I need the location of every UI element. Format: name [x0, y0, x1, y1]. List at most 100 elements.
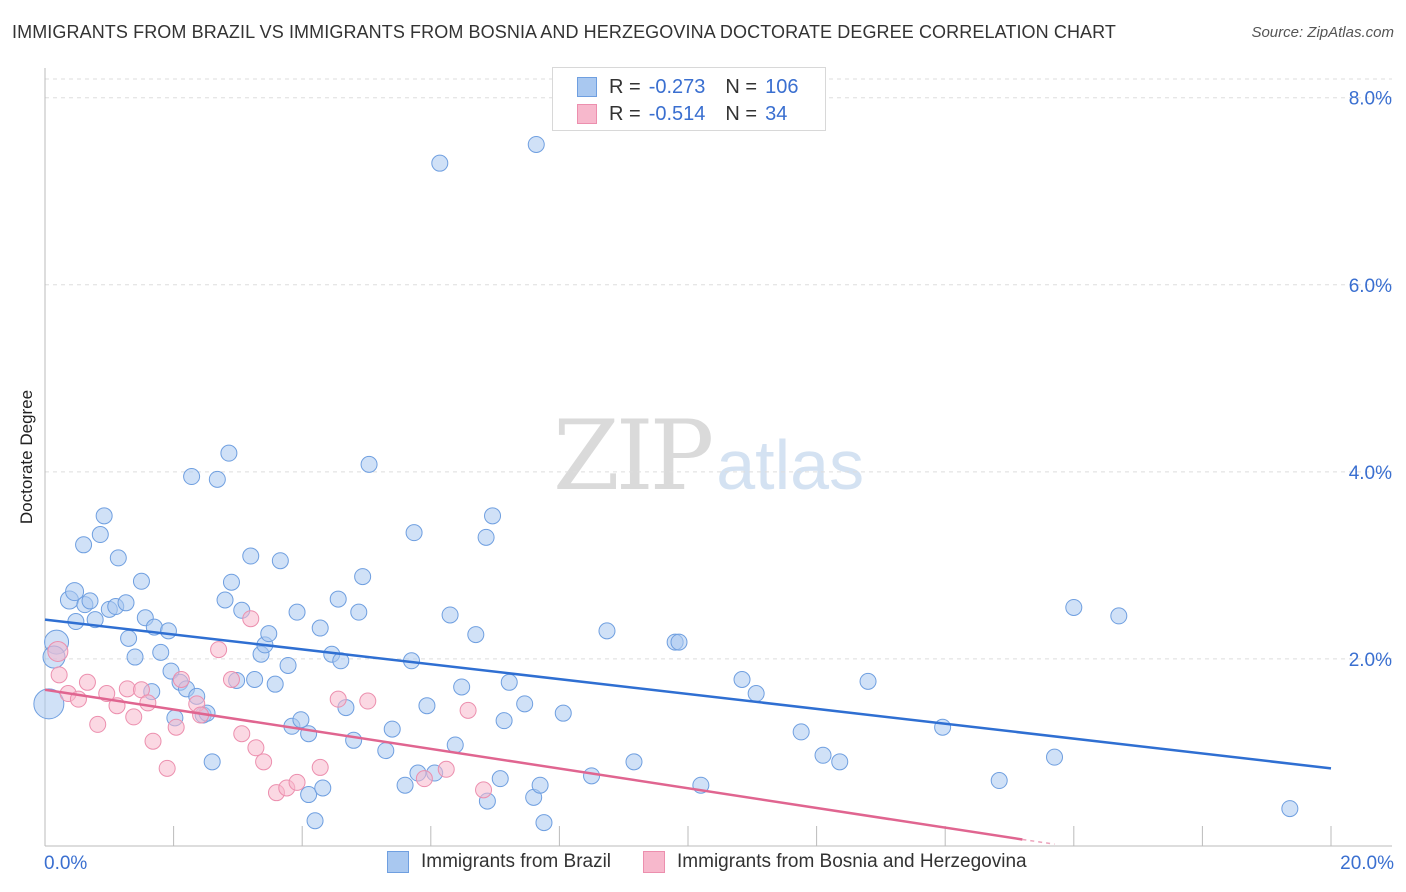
point-brazil — [183, 468, 201, 486]
point-bosnia — [247, 739, 265, 757]
point-brazil — [360, 455, 378, 473]
point-brazil — [531, 776, 549, 794]
trend-line-bosnia — [44, 688, 1023, 841]
point-brazil — [354, 568, 372, 586]
point-brazil — [288, 603, 306, 621]
n-value: 34 — [765, 102, 788, 125]
r-value: -0.273 — [648, 75, 706, 98]
point-bosnia — [288, 773, 306, 791]
point-brazil — [1110, 607, 1128, 625]
chart-title: IMMIGRANTS FROM BRAZIL VS IMMIGRANTS FRO… — [12, 22, 1117, 42]
point-brazil — [598, 622, 616, 640]
point-brazil — [126, 648, 144, 666]
legend-swatch-bosnia — [643, 851, 666, 873]
point-brazil — [314, 779, 332, 797]
point-brazil — [109, 549, 127, 567]
y-tick-label: 6.0% — [1349, 276, 1392, 297]
point-brazil — [220, 444, 238, 462]
point-brazil — [396, 776, 414, 794]
point-brazil — [377, 742, 395, 760]
point-brazil — [405, 524, 423, 542]
point-brazil — [431, 154, 449, 172]
point-brazil — [625, 753, 643, 771]
legend-label-brazil: Immigrants from Brazil — [421, 851, 612, 872]
point-brazil — [95, 507, 113, 525]
point-brazil — [859, 672, 877, 690]
point-bosnia — [222, 671, 240, 689]
point-brazil — [792, 723, 810, 741]
y-tick-label: 4.0% — [1349, 463, 1392, 484]
point-brazil — [242, 547, 260, 565]
point-brazil — [216, 591, 234, 609]
point-brazil — [831, 753, 849, 771]
point-brazil — [554, 704, 572, 722]
point-bosnia — [255, 753, 273, 771]
point-brazil — [477, 528, 495, 546]
point-bosnia — [437, 760, 455, 778]
point-bosnia — [359, 692, 377, 710]
point-brazil — [814, 746, 832, 764]
point-brazil — [670, 633, 688, 651]
x-tick-label: 20.0% — [1340, 853, 1394, 874]
point-brazil — [132, 572, 150, 590]
point-brazil — [81, 592, 99, 610]
point-brazil — [527, 135, 545, 153]
point-bosnia — [167, 718, 185, 736]
watermark: ZIPatlas — [553, 400, 864, 512]
point-brazil — [345, 731, 363, 749]
legend-swatch-bosnia — [577, 104, 597, 124]
point-brazil — [65, 582, 85, 602]
point-brazil — [467, 626, 485, 644]
watermark-atlas: atlas — [716, 426, 865, 504]
trend-line-extension-bosnia — [1022, 838, 1055, 845]
point-brazil — [350, 603, 368, 621]
point-brazil — [733, 671, 751, 689]
correlation-legend: R = -0.273 N = 106 R = -0.514 N = 34 — [552, 67, 826, 131]
point-bosnia — [89, 715, 107, 733]
point-brazil — [516, 695, 534, 713]
legend-row-brazil: R = -0.273 N = 106 — [577, 75, 798, 99]
point-bosnia — [125, 708, 143, 726]
point-bosnia — [158, 759, 176, 777]
point-brazil — [292, 711, 310, 729]
point-brazil — [311, 619, 329, 637]
point-brazil — [418, 697, 436, 715]
x-tick-label: 0.0% — [44, 853, 87, 874]
y-tick-label: 2.0% — [1349, 650, 1392, 671]
point-brazil — [208, 470, 226, 488]
point-bosnia — [118, 680, 136, 698]
n-value: 106 — [765, 75, 799, 98]
point-brazil — [306, 812, 324, 830]
n-label: N = — [725, 102, 758, 125]
point-brazil — [159, 622, 177, 640]
point-bosnia — [475, 781, 493, 799]
point-brazil — [300, 786, 318, 804]
point-brazil — [1065, 598, 1083, 616]
point-brazil — [246, 671, 264, 689]
point-brazil — [500, 673, 518, 691]
point-brazil — [279, 656, 297, 674]
point-brazil — [484, 507, 502, 525]
point-brazil — [990, 772, 1008, 790]
point-brazil — [583, 767, 601, 785]
point-bosnia — [78, 673, 96, 691]
point-brazil — [33, 688, 65, 720]
point-bosnia — [47, 640, 69, 662]
point-brazil — [120, 629, 138, 647]
point-bosnia — [459, 701, 477, 719]
point-bosnia — [210, 641, 228, 659]
point-bosnia — [311, 758, 329, 776]
point-brazil — [152, 643, 170, 661]
point-brazil — [266, 675, 284, 693]
point-brazil — [91, 526, 109, 544]
source-label: Source: ZipAtlas.com — [1251, 24, 1394, 41]
point-brazil — [747, 685, 765, 703]
point-brazil — [222, 573, 240, 591]
point-bosnia — [144, 732, 162, 750]
point-bosnia — [50, 666, 68, 684]
point-brazil — [117, 594, 135, 612]
point-brazil — [260, 625, 278, 643]
series-legend: Immigrants from Brazil Immigrants from B… — [387, 851, 1059, 873]
point-brazil — [441, 606, 459, 624]
